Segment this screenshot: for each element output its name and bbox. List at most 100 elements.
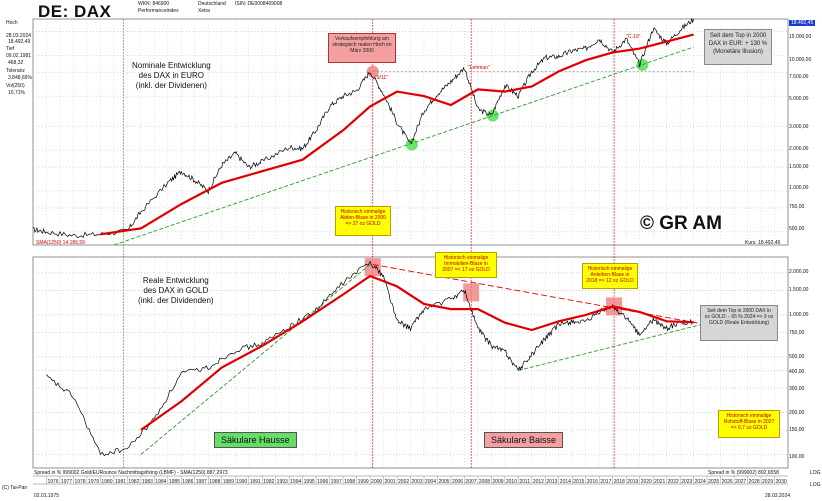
x-tick-label: 2009 (492, 479, 503, 485)
x-tick-label: 2019 (627, 479, 638, 485)
x-tick-label: 1993 (277, 479, 288, 485)
kurs-label: Kurs: 18.492,49 (745, 240, 781, 246)
event-label-911: "9/11" (375, 75, 388, 81)
sma-series-line (140, 274, 694, 431)
note-sell-2000: Verkaufsempfehlung am strategisch realen… (328, 33, 396, 63)
header-wkn: WKN: 846900 (138, 1, 170, 7)
x-tick-label: 2026 (722, 479, 733, 485)
x-tick-label: 2000 (371, 479, 382, 485)
x-tick-label: 1978 (74, 479, 85, 485)
x-tick-label: 2020 (641, 479, 652, 485)
price-series-line (33, 18, 694, 239)
header-index-type: Performanceindex (138, 8, 179, 14)
note-immo-2007: Historisch einmalige Immobilien-Blase in… (435, 252, 497, 278)
y-tick-label: 2.000,00 (789, 146, 809, 152)
hausse-label: Säkulare Hausse (214, 432, 297, 448)
info-key: Hoch (6, 20, 18, 26)
footer-spread-right: Spread in % (999002) 892,6558 (708, 470, 779, 476)
y-tick-label: 1.500,00 (789, 287, 809, 293)
info-key: Tief (6, 46, 15, 52)
info-key: 28.03.2024 (6, 33, 32, 39)
x-tick-label: 2018 (614, 479, 625, 485)
resistance-trendline (372, 263, 708, 326)
sma-label-top: SMA(1250) 14.186,59 (36, 240, 85, 246)
x-tick-label: 2027 (735, 479, 746, 485)
x-tick-label: 1992 (263, 479, 274, 485)
x-tick-label: 1991 (250, 479, 261, 485)
last-value-badge: 18.492,45 (789, 20, 816, 26)
note-bond-2018: Historisch einmalige Anleihen-Blase in 2… (582, 263, 638, 289)
event-label-c19: "C-19" (626, 34, 641, 40)
y-tick-label: 2.000,00 (789, 269, 809, 275)
y-tick-label: 750,00 (789, 330, 805, 336)
bottom-title-line: (inkl. der Dividenden) (138, 296, 214, 305)
info-value: 18.492,49 (8, 39, 31, 45)
sma-series-line (100, 33, 694, 236)
x-tick-label: 2007 (465, 479, 476, 485)
x-tick-label: 1987 (196, 479, 207, 485)
info-key: Toleranz (6, 68, 25, 74)
x-tick-label: 1981 (115, 479, 126, 485)
x-tick-label: 2006 (452, 479, 463, 485)
note-commodity-2027: Historisch einmalige Rohstoff-Blase in 2… (718, 410, 780, 438)
event-label-lehman: "Lehman" (468, 65, 490, 71)
header-isin: ISIN: DE0008469008 (235, 1, 283, 7)
header-country: Deutschland (198, 1, 226, 7)
bottom-y-axis: 2.000,00 1.500,00 1.000,00 750,00 500,00… (789, 257, 822, 468)
x-tick-label: 2012 (533, 479, 544, 485)
footer-log-label: LOG (810, 482, 821, 488)
x-tick-label: 2001 (385, 479, 396, 485)
x-tick-label: 1977 (61, 479, 72, 485)
y-tick-label: 100,00 (789, 454, 805, 460)
top-title-line: Nominale Entwicklung (132, 61, 211, 70)
x-tick-label: 2025 (708, 479, 719, 485)
info-value: 468,32 (8, 60, 24, 66)
x-tick-label: 1997 (331, 479, 342, 485)
x-tick-label: 1982 (128, 479, 139, 485)
footer-brand: (C) Tai-Pan (2, 485, 28, 491)
header-exchange: Xetra (198, 8, 210, 14)
footer-start-date: 02.01.1975 (34, 493, 60, 499)
support-trendline-top (113, 46, 694, 246)
x-tick-label: 2016 (587, 479, 598, 485)
info-value: 3.848,69% (8, 75, 32, 81)
x-tick-label: 2005 (438, 479, 449, 485)
bottom-panel-title: Reale Entwicklung des DAX in GOLD (inkl.… (138, 276, 214, 306)
y-tick-label: 300,00 (789, 386, 805, 392)
x-tick-label: 2015 (573, 479, 584, 485)
x-axis: 1976 1977 1978 1979 1980 1981 1982 1983 1984 1985… (33, 475, 788, 485)
y-tick-label: 200,00 (789, 410, 805, 416)
header-info-grid: WKN: 846900 Deutschland ISIN: DE00084690… (138, 1, 388, 17)
x-tick-label: 1976 (47, 479, 58, 485)
x-tick-label: 1995 (304, 479, 315, 485)
x-tick-label: 2021 (654, 479, 665, 485)
side-info-panel: Hoch 28.03.2024 18.492,49 Tief 09.02.198… (2, 20, 32, 120)
y-tick-label: 500,00 (789, 354, 805, 360)
highlight-rect (463, 283, 480, 302)
x-tick-label: 1980 (101, 479, 112, 485)
x-tick-label: 2028 (749, 479, 760, 485)
top-title-line: des DAX in EURO (138, 71, 205, 80)
info-value: 10,71% (8, 90, 25, 96)
y-tick-label: 500,00 (789, 226, 805, 232)
top-y-axis: 15.000,00 10.000,00 7.500,00 5.000,00 3.… (789, 19, 822, 245)
x-tick-label: 1984 (155, 479, 166, 485)
top-panel-title: Nominale Entwicklung des DAX in EURO (in… (132, 61, 211, 91)
x-tick-label: 1996 (317, 479, 328, 485)
x-tick-label: 1983 (142, 479, 153, 485)
x-tick-label: 1994 (290, 479, 301, 485)
support-trendline-bottom-2 (518, 324, 701, 371)
footer-log-label: LOG (810, 470, 821, 476)
note-bubble-2000: Historisch einmalige Aktien-Blase in 200… (335, 206, 391, 236)
x-tick-label: 2024 (695, 479, 706, 485)
x-tick-label: 2010 (506, 479, 517, 485)
y-tick-label: 7.500,00 (789, 74, 809, 80)
footer-end-date: 28.03.2024 (765, 493, 791, 499)
x-tick-label: 2013 (546, 479, 557, 485)
x-tick-label: 2029 (762, 479, 773, 485)
y-tick-label: 3.000,00 (789, 124, 809, 130)
x-tick-label: 1988 (209, 479, 220, 485)
y-tick-label: 1.500,00 (789, 164, 809, 170)
